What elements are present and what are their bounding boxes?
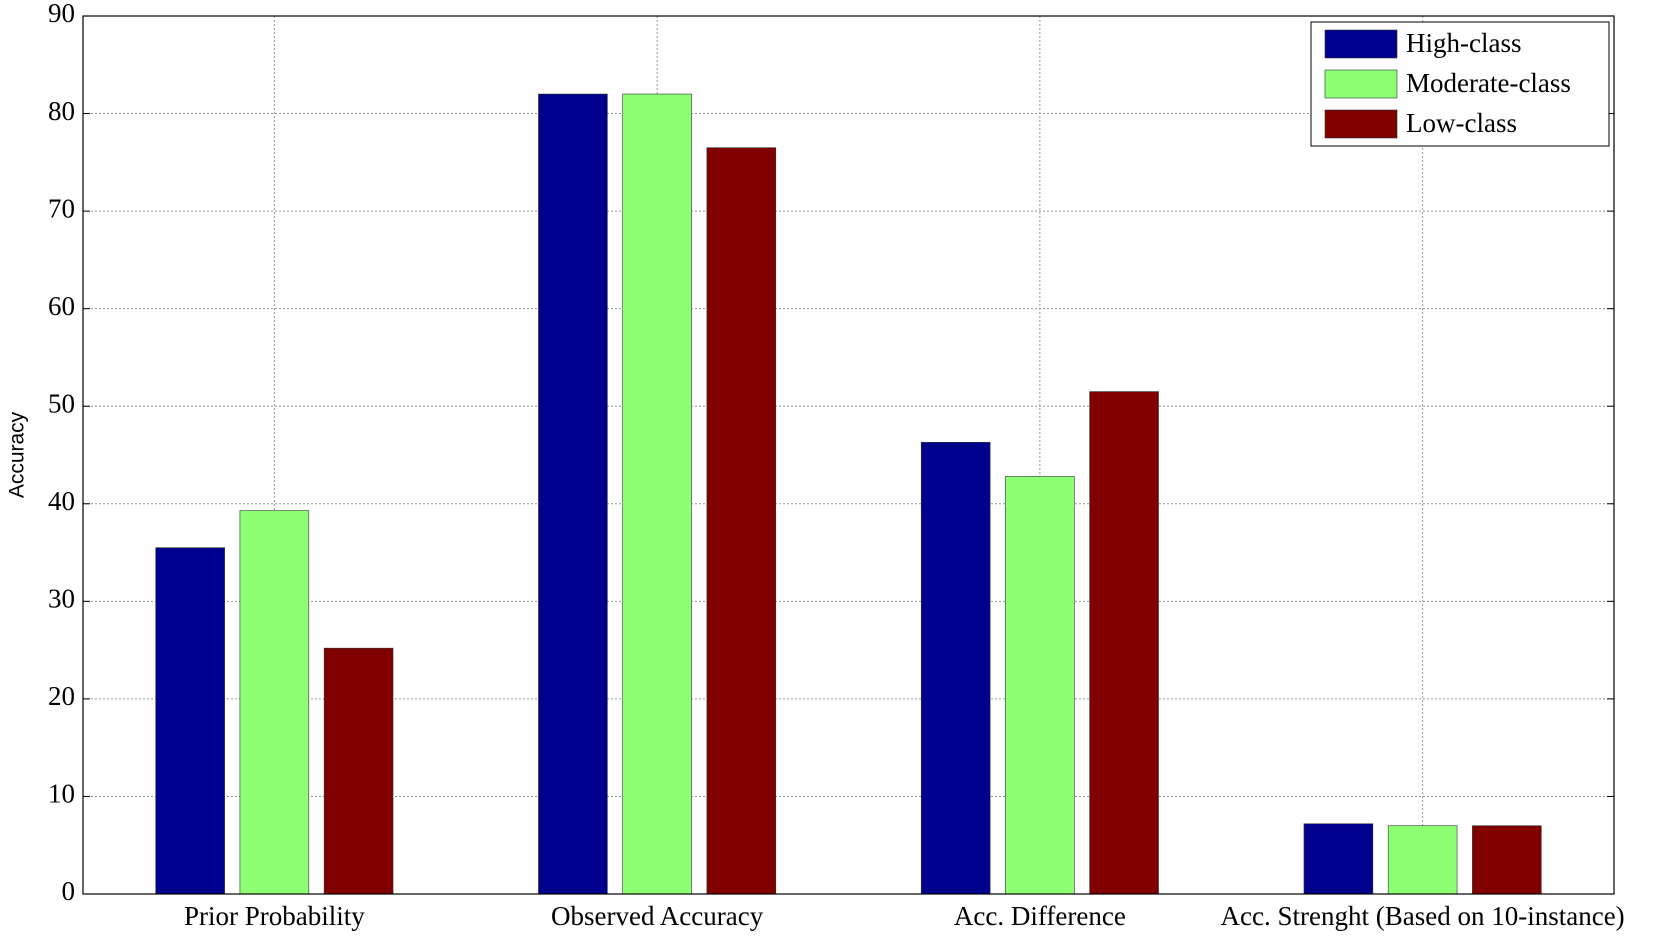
bar <box>1089 391 1159 895</box>
x-tick-label: Prior Probability <box>184 901 365 931</box>
bar <box>1005 476 1075 895</box>
bar <box>706 147 777 895</box>
y-tick-label: 40 <box>48 486 75 516</box>
y-tick-label: 0 <box>62 876 76 906</box>
y-tick-label: 50 <box>48 388 75 418</box>
bar <box>1387 825 1458 895</box>
x-tick-label: Acc. Strenght (Based on 10-instance) <box>1221 901 1625 931</box>
y-tick-label: 60 <box>48 291 75 321</box>
legend-swatch <box>1324 29 1398 59</box>
plot-frame <box>82 15 1615 895</box>
bar <box>538 93 608 895</box>
y-tick-label: 30 <box>48 584 75 614</box>
y-tick-label: 90 <box>48 0 75 28</box>
y-tick-label: 10 <box>48 779 75 809</box>
bar <box>1303 823 1374 895</box>
y-tick-label: 20 <box>48 681 75 711</box>
bar <box>1472 825 1542 895</box>
legend-label: Moderate-class <box>1406 68 1571 98</box>
x-tick-label: Acc. Difference <box>954 901 1126 931</box>
legend-label: High-class <box>1406 28 1521 58</box>
y-tick-label: 80 <box>48 96 75 126</box>
bar <box>155 547 225 895</box>
legend-swatch <box>1324 109 1398 139</box>
x-tick-label: Observed Accuracy <box>551 901 764 931</box>
bar <box>920 442 991 895</box>
bar <box>622 93 692 895</box>
y-axis-label: Accuracy <box>6 411 29 498</box>
y-tick-label: 70 <box>48 193 75 223</box>
legend-swatch <box>1324 69 1398 99</box>
bar <box>239 510 310 895</box>
legend-label: Low-class <box>1406 108 1517 138</box>
bar <box>323 647 394 895</box>
